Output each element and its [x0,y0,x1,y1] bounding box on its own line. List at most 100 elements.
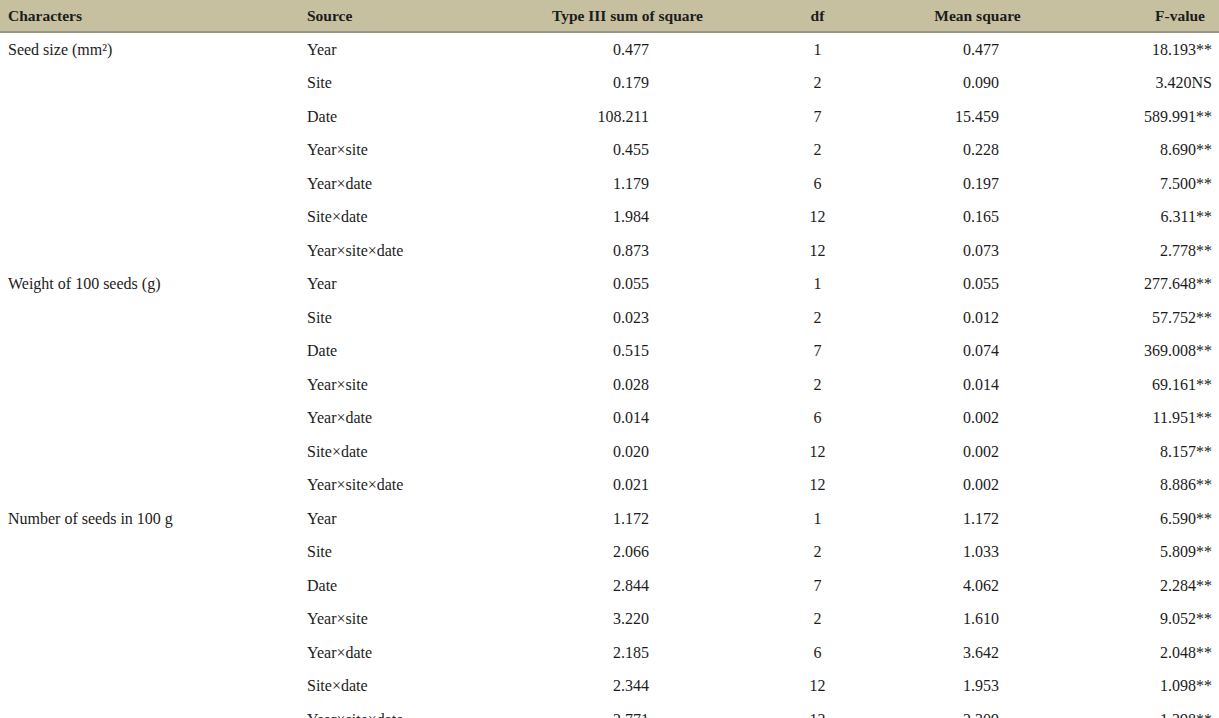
cell-mean-square: 1.610 [860,603,1095,637]
cell-sum-of-squares: 0.515 [480,335,775,369]
header-source: Source [295,0,480,32]
cell-sum-of-squares: 0.055 [480,268,775,302]
header-df: df [775,0,860,32]
cell-mean-square: 0.012 [860,301,1095,335]
cell-f-value: 8.157** [1095,435,1219,469]
cell-df: 2 [775,134,860,168]
cell-mean-square: 0.090 [860,67,1095,101]
cell-df: 6 [775,402,860,436]
table-row: Date0.51570.074369.008** [0,335,1219,369]
cell-source: Year×site×date [295,469,480,503]
cell-df: 2 [775,603,860,637]
cell-f-value: 69.161** [1095,368,1219,402]
header-f-value: F-value [1095,0,1219,32]
header-sum-of-squares: Type III sum of square [480,0,775,32]
cell-f-value: 2.284** [1095,569,1219,603]
cell-sum-of-squares: 0.179 [480,67,775,101]
cell-character [0,100,295,134]
table-header: Characters Source Type III sum of square… [0,0,1219,32]
table-row: Year×site0.45520.2288.690** [0,134,1219,168]
cell-source: Date [295,569,480,603]
cell-f-value: 8.886** [1095,469,1219,503]
table-row: Number of seeds in 100 gYear1.17211.1726… [0,502,1219,536]
cell-f-value: 8.690** [1095,134,1219,168]
cell-character [0,603,295,637]
cell-character: Seed size (mm²) [0,32,295,67]
cell-sum-of-squares: 2.066 [480,536,775,570]
cell-df: 12 [775,703,860,718]
header-characters: Characters [0,0,295,32]
cell-sum-of-squares: 0.021 [480,469,775,503]
table-row: Site2.06621.0335.809** [0,536,1219,570]
cell-sum-of-squares: 1.984 [480,201,775,235]
anova-table: Characters Source Type III sum of square… [0,0,1219,718]
cell-character [0,234,295,268]
cell-sum-of-squares: 3.220 [480,603,775,637]
cell-f-value: 3.420NS [1095,67,1219,101]
cell-sum-of-squares: 1.179 [480,167,775,201]
cell-df: 2 [775,368,860,402]
cell-source: Year×site [295,134,480,168]
cell-f-value: 589.991** [1095,100,1219,134]
cell-df: 6 [775,636,860,670]
cell-character [0,435,295,469]
cell-character: Number of seeds in 100 g [0,502,295,536]
cell-sum-of-squares: 1.172 [480,502,775,536]
cell-f-value: 2.048** [1095,636,1219,670]
cell-df: 7 [775,100,860,134]
cell-mean-square: 0.014 [860,368,1095,402]
cell-mean-square: 1.953 [860,670,1095,704]
cell-f-value: 1.098** [1095,670,1219,704]
cell-source: Year [295,502,480,536]
cell-character [0,167,295,201]
header-mean-square: Mean square [860,0,1095,32]
cell-sum-of-squares: 2.771 [480,703,775,718]
cell-mean-square: 1.033 [860,536,1095,570]
cell-character [0,636,295,670]
cell-df: 12 [775,234,860,268]
cell-f-value: 2.778** [1095,234,1219,268]
cell-source: Year×date [295,167,480,201]
cell-sum-of-squares: 2.344 [480,670,775,704]
cell-mean-square: 0.477 [860,32,1095,67]
cell-source: Site×date [295,201,480,235]
cell-mean-square: 1.172 [860,502,1095,536]
cell-mean-square: 0.074 [860,335,1095,369]
cell-f-value: 6.590** [1095,502,1219,536]
table-row: Weight of 100 seeds (g)Year0.05510.05527… [0,268,1219,302]
cell-character [0,402,295,436]
cell-df: 12 [775,435,860,469]
cell-df: 1 [775,32,860,67]
cell-character [0,335,295,369]
table-row: Year×site×date0.873120.0732.778** [0,234,1219,268]
cell-df: 12 [775,201,860,235]
cell-character [0,569,295,603]
cell-df: 6 [775,167,860,201]
cell-source: Site×date [295,670,480,704]
cell-mean-square: 0.055 [860,268,1095,302]
cell-sum-of-squares: 2.844 [480,569,775,603]
cell-source: Year×site [295,368,480,402]
cell-sum-of-squares: 0.873 [480,234,775,268]
cell-source: Year×site×date [295,703,480,718]
cell-source: Date [295,100,480,134]
cell-source: Site [295,536,480,570]
table-row: Site×date0.020120.0028.157** [0,435,1219,469]
cell-sum-of-squares: 0.455 [480,134,775,168]
table-row: Date108.211715.459589.991** [0,100,1219,134]
cell-f-value: 5.809** [1095,536,1219,570]
cell-f-value: 6.311** [1095,201,1219,235]
anova-table-page: Characters Source Type III sum of square… [0,0,1219,718]
cell-df: 1 [775,268,860,302]
cell-f-value: 277.648** [1095,268,1219,302]
table-row: Site0.02320.01257.752** [0,301,1219,335]
cell-source: Year [295,32,480,67]
cell-mean-square: 15.459 [860,100,1095,134]
cell-character [0,368,295,402]
cell-character: Weight of 100 seeds (g) [0,268,295,302]
header-row: Characters Source Type III sum of square… [0,0,1219,32]
table-row: Site×date2.344121.9531.098** [0,670,1219,704]
cell-source: Site [295,67,480,101]
cell-df: 2 [775,536,860,570]
table-row: Site×date1.984120.1656.311** [0,201,1219,235]
